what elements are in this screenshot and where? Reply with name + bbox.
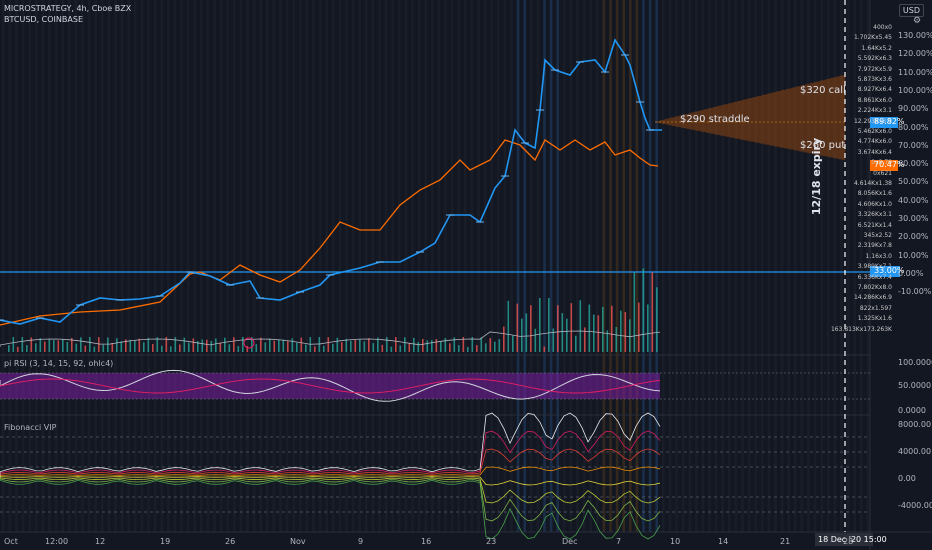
volume-profile-label: 1.702Kx5.45 [853,34,892,42]
time-tick: 19 [160,537,171,546]
option-payoff-cone [654,74,846,161]
symbol-title[interactable]: MICROSTRATEGY, 4h, Cboe BZX [4,4,132,13]
time-tick: 21 [780,537,791,546]
call-annotation[interactable]: $320 call [800,85,846,96]
time-tick: 12:00 [45,537,69,546]
price-tick: 50.00% [898,177,929,187]
volume-profile-label: 6.521Kx1.4 [857,221,892,229]
volume-profile-label: 8.861Kx6.0 [857,96,892,104]
price-tick: 100.00% [898,85,932,95]
time-tick: 26 [225,537,236,546]
price-tick: 90.00% [898,104,929,114]
price-tick: 10.00% [898,250,929,260]
expiry-annotation[interactable]: 12/18 expiry [810,137,824,216]
rsi-tick: 50.0000 [898,381,932,390]
volume-profile-label: 8.927Kx6.4 [857,86,892,94]
volume-profile-label: 5.873Kx3.6 [857,76,892,83]
price-tick: 30.00% [898,214,929,223]
volume-profile-label: 0x8.79 [871,159,892,167]
volume-profile-label: 1.325Kx1.6 [857,315,892,323]
volume-profile-label: 1.16x3.0 [865,252,892,260]
time-tick: 7 [616,537,622,546]
time-tick: Dec [562,537,578,546]
price-tick: 70.00% [898,140,929,150]
volume-profile-label: 0x621 [873,169,892,177]
rsi-band [0,373,660,399]
volume-profile-label: 1.64Kx5.2 [861,44,892,52]
mstr-price-tag: 89.82% [874,117,905,126]
volume-profile-label: 3.674Kx6.4 [857,148,892,156]
time-tick: 16 [421,537,432,546]
time-tick: 10 [670,537,681,546]
rsi-title[interactable]: pi RSI (3, 14, 15, 92, ohlc4) [4,359,114,368]
time-tick: 14 [718,537,729,546]
price-tick: 110.00% [898,67,932,77]
volume-profile-label: 163.813Kx173.263K [830,325,892,333]
time-tick: 28 [843,537,854,546]
volume-profile-label: 14.286Kx6.9 [853,294,892,302]
volume-marker [243,337,255,349]
time-tick: Nov [290,537,306,546]
volume-profile-label: 2.319Kx7.8 [857,242,892,250]
volume-profile-label: 400x0 [873,24,892,31]
volume-profile-label: 7.802Kx8.0 [857,284,892,291]
volume-profile-label: 8.056Kx1.6 [857,190,892,198]
level-price-tag: 33.00% [874,266,905,275]
price-tick: 40.00% [898,195,929,205]
volume-profile-label: 7.972Kx5.9 [857,65,892,73]
price-tick: 130.00% [898,31,932,40]
price-tick: 60.00% [898,159,929,169]
vip-title[interactable]: Fibonacci VIP [4,423,57,432]
price-tick: 80.00% [898,122,929,132]
compare-symbol[interactable]: BTCUSD, COINBASE [4,15,83,24]
vip-tick: -4000.00 [898,501,932,510]
vip-tick: 8000.00 [898,420,932,429]
volume-profile-label: 4.606Kx1.0 [857,200,892,208]
time-tick: 12 [95,537,106,546]
volume-profile-label: 345x2.52 [863,232,892,239]
price-tick: 20.00% [898,232,929,242]
rsi-tick: 100.0000 [898,358,932,367]
price-tick: -10.00% [898,287,932,297]
mstr-price-line [0,38,662,325]
rsi-line [0,369,661,402]
volume-profile-label: 5.592Kx6.3 [857,55,892,63]
btc-price-tag: 70.47% [874,160,905,169]
volume-profile-label: 2.224Kx3.1 [857,107,892,115]
volume-profile-label: 822x1.597 [859,304,892,312]
time-cursor-label: 18 Dec '20 15:00 [818,535,887,544]
straddle-annotation[interactable]: $290 straddle [680,114,750,125]
currency-badge[interactable]: USD [898,4,924,17]
volume-profile-label: 4.614Kx1.38 [853,180,892,187]
rsi-signal-line [0,378,661,394]
settings-icon[interactable]: ⚙ [912,16,922,26]
time-tick: 23 [486,537,497,546]
volume-profile-label: 3.326Kx3.1 [857,211,892,219]
price-tick: 0.00% [898,268,924,278]
price-tick: 120.00% [898,49,932,59]
volume-profile-label: 3.989Kx7.1 [857,263,892,271]
rsi-tick: 0.0000 [898,406,926,415]
volume-profile-label: 4.774Kx6.0 [857,138,892,146]
put-annotation[interactable]: $260 put [800,140,846,151]
volume-profile-label: 5.462Kx6.0 [857,128,892,135]
vip-tick: 0.00 [898,474,916,483]
time-tick: 9 [358,537,364,546]
volume-profile-label: 6.336Kx7.4 [857,273,892,281]
vip-tick: 4000.00 [898,447,932,456]
time-tick: Oct [4,537,18,546]
volume-profile-label: 12.293Kx3.9 [853,117,892,125]
